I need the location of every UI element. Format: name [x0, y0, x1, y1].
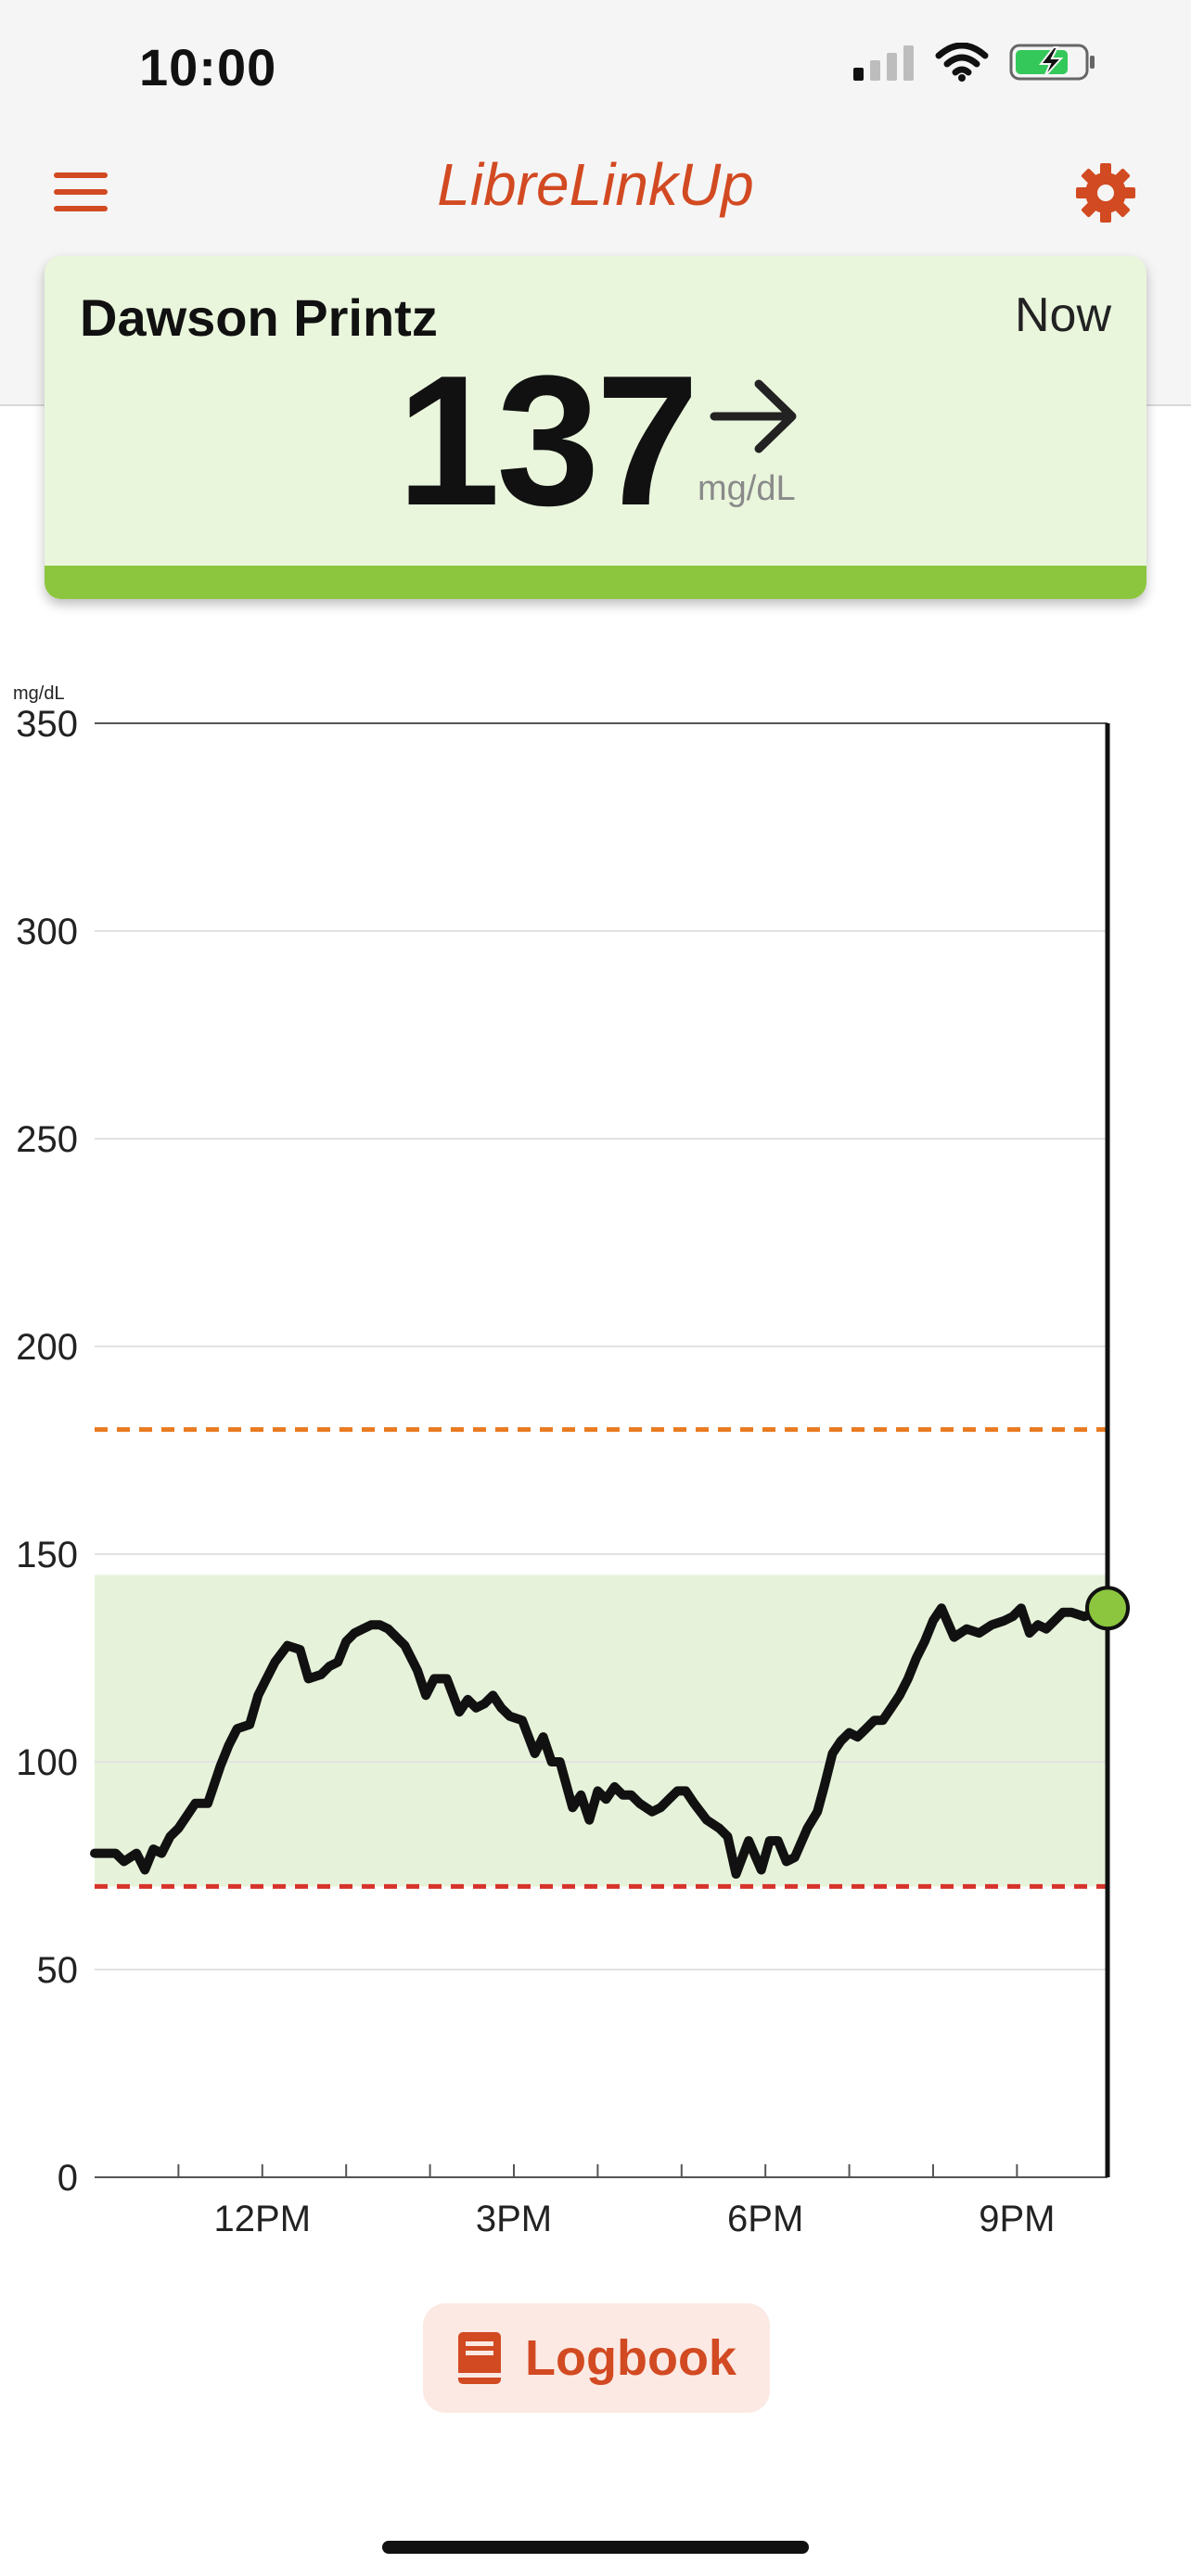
logbook-label: Logbook: [525, 2330, 736, 2386]
arrow-right-icon: [710, 379, 797, 453]
logbook-button[interactable]: Logbook: [423, 2303, 770, 2413]
y-tick-label: 350: [16, 704, 78, 745]
x-tick-label: 3PM: [476, 2199, 552, 2239]
battery-charging-icon: [1009, 44, 1095, 81]
hamburger-icon-line-3: [54, 206, 108, 211]
cellular-signal-icon: [853, 45, 914, 81]
y-tick-label: 50: [37, 1950, 79, 1991]
hamburger-icon-line-2: [54, 189, 108, 195]
glucose-unit: mg/dL: [698, 469, 796, 508]
home-indicator: [382, 2541, 809, 2554]
y-tick-label: 150: [16, 1535, 78, 1575]
glucose-value: 137: [397, 338, 699, 544]
reading-timestamp: Now: [1014, 288, 1111, 342]
target-range-band: [95, 1575, 1108, 1887]
glucose-series-line: [90, 1603, 1112, 1879]
wifi-icon: [935, 43, 989, 82]
y-tick-label: 300: [16, 912, 78, 952]
y-tick-label: 100: [16, 1742, 78, 1783]
x-tick-label: 12PM: [214, 2199, 312, 2239]
gear-icon[interactable]: [1072, 159, 1139, 226]
in-range-bar: [45, 566, 1146, 599]
nav-row: LibreLinkUp: [0, 148, 1191, 232]
glucose-card[interactable]: Dawson Printz Now 137 mg/dL: [45, 256, 1146, 599]
y-tick-label: 200: [16, 1327, 78, 1368]
patient-name: Dawson Printz: [80, 288, 438, 347]
y-tick-label: 250: [16, 1119, 78, 1160]
app-title: LibreLinkUp: [437, 151, 754, 218]
hamburger-icon-line-1: [54, 172, 108, 178]
y-axis-unit-label: mg/dL: [13, 683, 65, 704]
x-tick-label: 9PM: [979, 2199, 1055, 2239]
status-time: 10:00: [139, 38, 277, 96]
menu-button[interactable]: [54, 167, 115, 219]
status-icons: [853, 42, 1098, 83]
x-tick-label: 6PM: [727, 2199, 803, 2239]
current-reading-point: [1085, 1586, 1130, 1631]
book-icon: [458, 2332, 502, 2384]
y-tick-label: 0: [58, 2158, 78, 2199]
